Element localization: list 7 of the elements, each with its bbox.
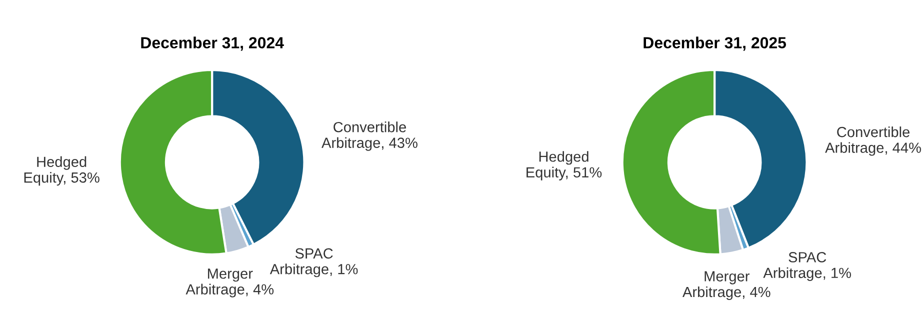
slice-label: SPAC Arbitrage, 1% [763,252,852,281]
chart-title: December 31, 2025 [644,36,786,51]
slice-label: Convertible Arbitrage, 44% [825,126,921,156]
slice-label: Hedged Equity, 53% [24,156,100,186]
slice-label: Convertible Arbitrage, 43% [322,122,418,151]
slice-label: Hedged Equity, 51% [526,151,602,180]
chart-title: December 31, 2024 [141,36,284,51]
